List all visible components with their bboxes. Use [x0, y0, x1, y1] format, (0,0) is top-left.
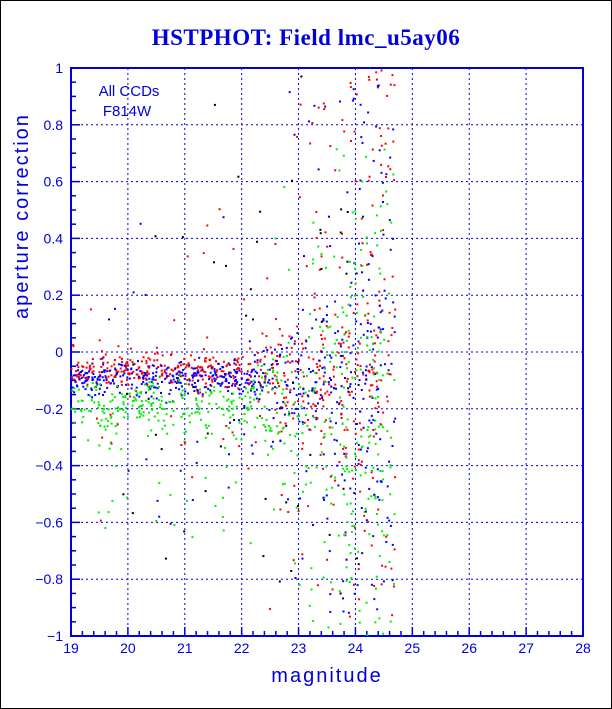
y-tick-label: −0.6 [35, 514, 63, 530]
x-tick-label: 28 [575, 640, 591, 656]
y-tick-label: −0.2 [35, 401, 63, 417]
x-axis-label: magnitude [271, 665, 382, 687]
x-tick-label: 21 [177, 640, 193, 656]
y-tick-label: 0 [55, 344, 63, 360]
x-tick-label: 27 [518, 640, 534, 656]
x-tick-label: 24 [348, 640, 364, 656]
y-tick-label: 1 [55, 60, 63, 76]
y-tick-label: −0.4 [35, 458, 63, 474]
grid-lines [71, 68, 583, 636]
x-tick-label: 20 [120, 640, 136, 656]
chart-title: HSTPHOT: Field lmc_u5ay06 [151, 25, 461, 50]
legend-line-filter: F814W [103, 103, 152, 120]
legend-line-ccds: All CCDs [99, 83, 160, 100]
y-tick-label: 0.2 [44, 287, 64, 303]
x-tick-label: 23 [291, 640, 307, 656]
y-tick-label: 0.8 [44, 117, 64, 133]
x-tick-label: 25 [405, 640, 421, 656]
x-tick-label: 22 [234, 640, 250, 656]
x-tick-label: 19 [63, 640, 79, 656]
y-tick-label: −0.8 [35, 571, 63, 587]
tick-labels: 19 20 21 22 23 24 25 26 27 28 1 0.8 0.6 0.4 0.2 0 −0.2 −0… [35, 60, 591, 656]
y-tick-label: −1 [47, 628, 63, 644]
scatter-points [70, 69, 397, 636]
axis-ticks [70, 67, 584, 637]
y-tick-label: 0.4 [44, 230, 64, 246]
y-tick-label: 0.6 [44, 174, 64, 190]
y-axis-label: aperture correction [11, 113, 33, 319]
x-tick-label: 26 [461, 640, 477, 656]
